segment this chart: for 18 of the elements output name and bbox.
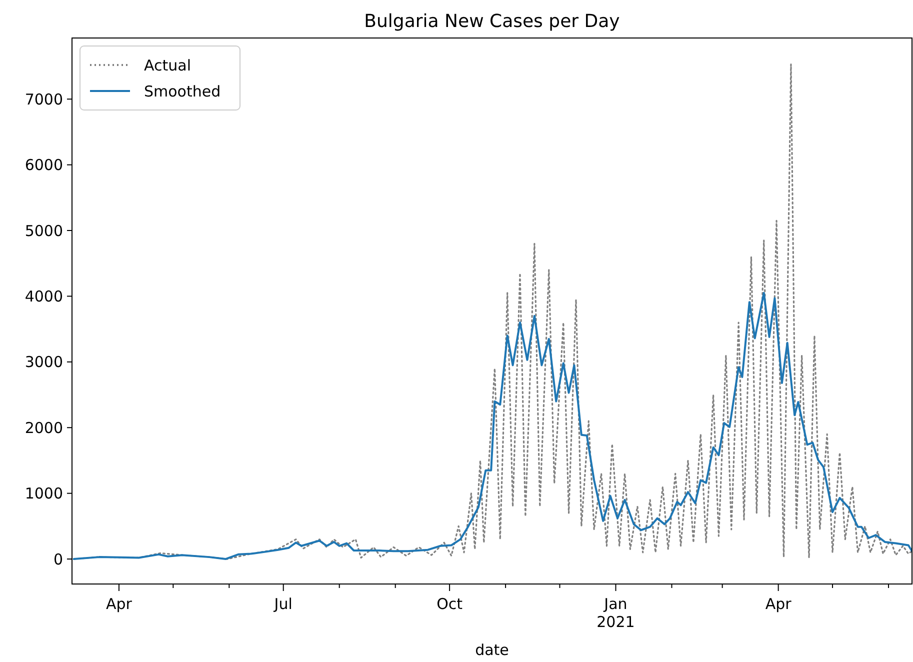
y-tick-label: 4000: [24, 287, 63, 306]
legend-label: Smoothed: [144, 82, 221, 100]
y-tick-label: 5000: [24, 222, 63, 240]
y-tick-label: 0: [53, 550, 63, 568]
chart-title: Bulgaria New Cases per Day: [364, 11, 620, 32]
line-series: [72, 292, 912, 560]
x-tick-label: Jan 2021: [596, 595, 635, 631]
y-tick-label: 6000: [24, 156, 63, 174]
x-tick-label: Oct: [436, 595, 463, 613]
y-tick-label: 2000: [24, 418, 63, 437]
x-axis-title: date: [475, 641, 509, 659]
x-tick-label: Jul: [273, 595, 292, 613]
x-tick-label: Apr: [106, 595, 133, 613]
y-tick-label: 1000: [24, 484, 63, 503]
y-tick-label: 3000: [24, 353, 63, 372]
x-tick-label: Apr: [765, 595, 792, 613]
legend-label: Actual: [144, 56, 191, 74]
y-tick-label: 7000: [24, 90, 63, 108]
